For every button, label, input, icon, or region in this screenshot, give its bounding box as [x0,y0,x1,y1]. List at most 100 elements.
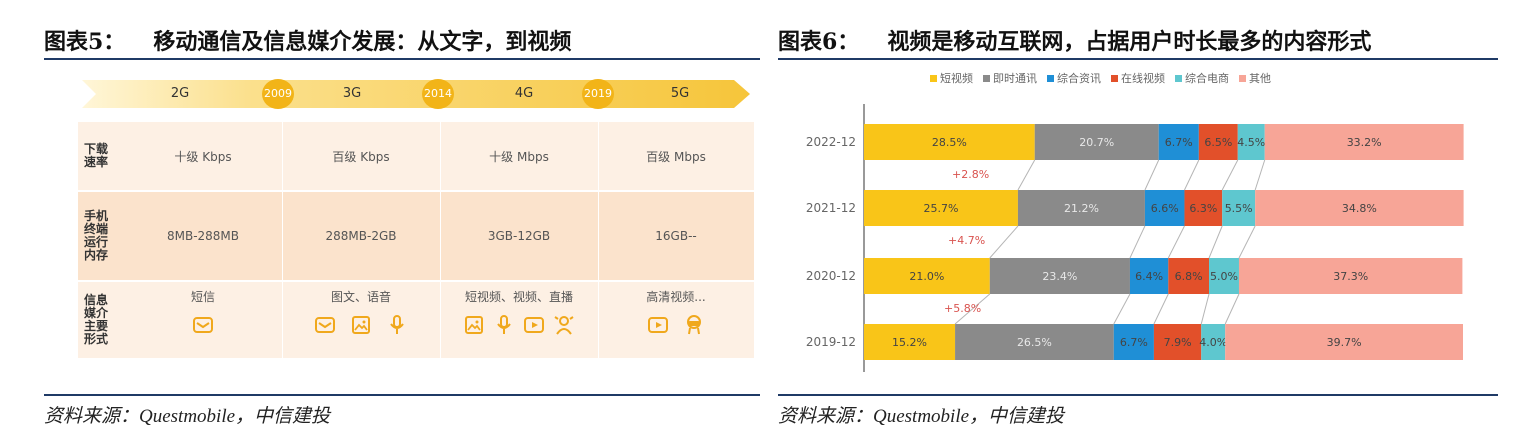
data-label: 6.4% [1135,270,1163,283]
legend-item: 即时通讯 [983,70,1037,86]
generation-2g: 2G [170,86,190,101]
figure5-bottom-rule [44,394,760,396]
table-cell: 百级 Kbps [332,149,390,164]
column-divider [282,122,283,190]
connector-line [1221,159,1239,191]
data-label: 25.7% [923,202,958,215]
legend-label: 在线视频 [1121,72,1165,85]
legend-label: 综合资讯 [1057,72,1101,85]
column-divider [440,192,441,280]
live-stream-icon [554,316,574,335]
column-divider [282,192,283,280]
data-label: 5.0% [1210,270,1238,283]
legend-label: 综合电商 [1185,72,1229,85]
bar-segment [955,324,1114,360]
row-head-memory: 手机终端运行内存 [84,209,109,262]
column-divider [598,122,599,190]
data-label: 4.0% [1199,336,1227,349]
connector-line [1224,293,1240,325]
media-text: 短视频、视频、直播 [464,290,573,304]
microphone-icon [497,315,511,334]
data-label: 7.9% [1164,336,1192,349]
bar-segment [1237,124,1265,160]
chart-legend: 短视频 即时通讯 综合资讯 在线视频 综合电商 其他 [930,70,1271,86]
data-label: 33.2% [1347,136,1382,149]
media-cell-4g: 短视频、视频、直播 [440,282,598,358]
connector-line [1254,159,1266,191]
column-divider [598,192,599,280]
data-label: 28.5% [932,136,967,149]
legend-label: 短视频 [940,72,973,85]
generation-3g: 3G [342,86,362,101]
data-label: 37.3% [1333,270,1368,283]
data-label: 5.5% [1225,202,1253,215]
legend-swatch [983,74,990,82]
microphone-icon [390,315,404,334]
table-cell: 十级 Mbps [489,149,549,164]
connector-line [1017,159,1036,191]
legend-swatch [1047,74,1054,82]
connector-line [1113,293,1131,325]
data-label: 34.8% [1342,202,1377,215]
legend-item: 综合电商 [1175,70,1229,86]
connector-line [1144,159,1160,191]
figure6-bottom-rule [778,394,1498,396]
media-text: 高清视频... [646,290,706,304]
generation-5g: 5G [670,86,690,101]
data-label: 6.7% [1120,336,1148,349]
table-cell: 16GB-- [655,229,697,243]
table-cell: 288MB-2GB [325,229,397,243]
bar-segment [1201,324,1226,360]
vr-headset-icon [687,315,701,335]
time-share-chart-panel: 短视频 即时通讯 综合资讯 在线视频 综合电商 其他 28.5% 20.7% 6.7% 6.5%… [778,62,1498,392]
message-icon [315,317,335,333]
legend-item: 综合资讯 [1047,70,1101,86]
connector-line [1184,159,1200,191]
media-text: 短信 [190,290,215,304]
year-badge-2019: 2019 [582,79,614,109]
data-label: 21.0% [909,270,944,283]
figure6-top-rule [778,58,1498,60]
bar-segment [1158,124,1199,160]
data-label: 6.6% [1151,202,1179,215]
image-icon [465,316,483,334]
bar-segment [1017,190,1145,226]
image-icon [352,316,370,334]
legend-swatch [1175,74,1182,82]
table-row-media-forms: 信息媒介主要形式 短信 图文、语音 短视频、视频、直播 [78,282,754,358]
connector-line [1200,293,1210,325]
media-text: 图文、语音 [330,290,391,304]
table-row-memory: 手机终端运行内存 8MB-288MB 288MB-2GB 3GB-12GB 16… [78,192,754,280]
bar-segment [1144,190,1185,226]
media-icons [440,314,598,336]
bar-segment [864,258,990,294]
data-label: 4.5% [1237,136,1265,149]
legend-swatch [930,74,937,82]
data-label: 26.5% [1017,336,1052,349]
table-row-download-speed: 下载速率 十级 Kbps 百级 Kbps 十级 Mbps 百级 Mbps [78,122,754,190]
legend-swatch [1111,74,1118,82]
media-cell-5g: 高清视频... [598,282,754,358]
data-label: 6.5% [1204,136,1232,149]
media-icons [598,314,754,336]
bar-segment [1225,324,1463,360]
data-label: 20.7% [1079,136,1114,149]
connector-line [1208,225,1223,259]
bar-segment [1255,190,1464,226]
table-cell: 十级 Kbps [174,149,232,164]
figure6-number: 图表6： [778,29,860,55]
connector-line [1167,225,1185,259]
change-annotation: +4.7% [948,234,985,247]
bar-segment [1184,190,1223,226]
category-label: 2022-12 [806,135,856,149]
data-label: 21.2% [1064,202,1099,215]
data-label: 6.3% [1189,202,1217,215]
bar-segment [1222,190,1256,226]
table-cell: 百级 Mbps [646,149,706,164]
connector-line [954,293,991,325]
legend-item: 短视频 [930,70,973,86]
media-icons [124,314,282,336]
connector-line [1153,293,1169,325]
figure5-title-text: 移动通信及信息媒介发展：从文字，到视频 [153,29,572,55]
figure5-number: 图表5： [44,29,126,55]
